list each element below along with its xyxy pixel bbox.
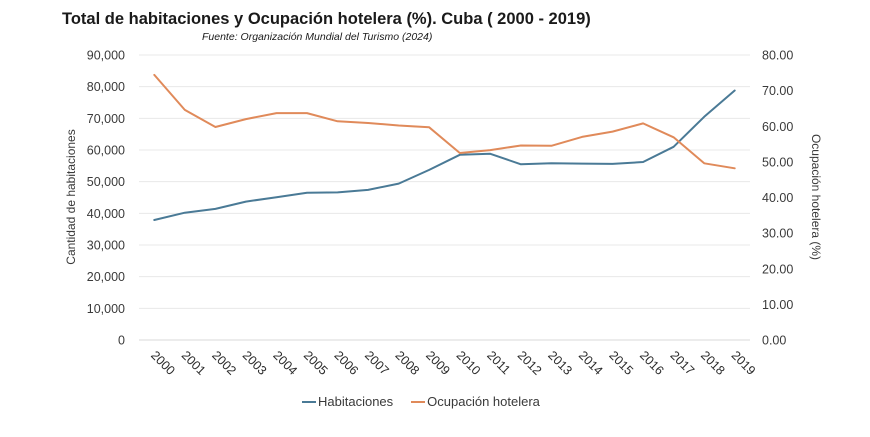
data-point-ocupacion <box>183 108 187 112</box>
data-point-habitaciones <box>152 218 156 222</box>
x-tick-label: 2019 <box>729 348 759 378</box>
data-point-ocupacion <box>397 124 401 128</box>
x-tick-label: 2018 <box>698 348 728 378</box>
x-tick-label: 2003 <box>240 348 270 378</box>
y-left-tick-label: 70,000 <box>87 112 125 126</box>
x-tick-label: 2000 <box>148 348 178 378</box>
series-line-habitaciones <box>153 89 736 221</box>
data-point-ocupacion <box>702 161 706 165</box>
y-axis-right-title: Ocupación hotelera (%) <box>809 134 823 260</box>
x-tick-label: 2004 <box>270 348 300 378</box>
y-left-tick-label: 30,000 <box>87 239 125 253</box>
data-point-habitaciones <box>641 160 645 164</box>
data-point-ocupacion <box>152 73 156 77</box>
data-point-habitaciones <box>213 207 217 211</box>
x-tick-label: 2001 <box>179 348 209 378</box>
data-point-ocupacion <box>733 166 737 170</box>
x-tick-label: 2011 <box>484 348 513 377</box>
data-point-habitaciones <box>366 188 370 192</box>
x-tick-label: 2014 <box>576 348 606 378</box>
data-point-habitaciones <box>488 152 492 156</box>
y-axis-left-ticks: 0 10,000 20,000 30,000 40,000 50,000 60,000 70,… <box>87 49 125 348</box>
y-left-tick-label: 60,000 <box>87 144 125 158</box>
y-left-tick-label: 0 <box>118 334 125 348</box>
data-point-ocupacion <box>488 148 492 152</box>
data-point-habitaciones <box>336 190 340 194</box>
series-lines <box>152 73 737 222</box>
data-point-habitaciones <box>519 162 523 166</box>
y-left-tick-label: 40,000 <box>87 207 125 221</box>
y-right-tick-label: 50.00 <box>762 155 793 169</box>
y-right-tick-label: 20.00 <box>762 262 793 276</box>
x-tick-label: 2007 <box>362 348 392 378</box>
x-tick-label: 2016 <box>637 348 667 378</box>
data-point-ocupacion <box>672 135 676 139</box>
y-right-tick-label: 30.00 <box>762 227 793 241</box>
gridlines <box>139 54 750 341</box>
data-point-habitaciones <box>611 162 615 166</box>
legend-label-ocupacion: Ocupación hotelera <box>427 394 540 409</box>
data-point-ocupacion <box>244 117 248 121</box>
legend: Habitaciones Ocupación hotelera <box>302 394 558 409</box>
x-tick-label: 2006 <box>331 348 361 378</box>
data-point-ocupacion <box>580 135 584 139</box>
data-point-habitaciones <box>397 182 401 186</box>
data-point-habitaciones <box>733 88 737 92</box>
data-point-ocupacion <box>519 143 523 147</box>
data-point-ocupacion <box>274 111 278 115</box>
x-tick-label: 2002 <box>209 348 239 378</box>
data-point-habitaciones <box>305 191 309 195</box>
y-left-tick-label: 90,000 <box>87 49 125 63</box>
y-right-tick-label: 10.00 <box>762 298 793 312</box>
y-axis-left-title: Cantidad de habitaciones <box>64 129 78 264</box>
x-tick-label: 2015 <box>606 348 636 378</box>
data-point-ocupacion <box>305 111 309 115</box>
y-right-tick-label: 70.00 <box>762 84 793 98</box>
x-tick-label: 2012 <box>515 348 545 378</box>
data-point-habitaciones <box>427 168 431 172</box>
data-point-ocupacion <box>366 121 370 125</box>
data-point-habitaciones <box>702 115 706 119</box>
data-point-ocupacion <box>336 119 340 123</box>
y-left-tick-label: 80,000 <box>87 80 125 94</box>
chart-subtitle: Fuente: Organización Mundial del Turismo… <box>202 31 433 43</box>
data-point-ocupacion <box>549 144 553 148</box>
y-right-tick-label: 80.00 <box>762 49 793 63</box>
data-point-ocupacion <box>611 130 615 134</box>
data-point-habitaciones <box>672 145 676 149</box>
data-point-ocupacion <box>427 125 431 129</box>
data-point-habitaciones <box>549 161 553 165</box>
data-point-habitaciones <box>244 200 248 204</box>
legend-swatch-ocupacion <box>411 400 426 403</box>
y-right-tick-label: 40.00 <box>762 191 793 205</box>
y-left-tick-label: 50,000 <box>87 175 125 189</box>
y-left-tick-label: 10,000 <box>87 302 125 316</box>
legend-item-habitaciones[interactable]: Habitaciones <box>302 394 393 409</box>
legend-swatch-habitaciones <box>302 400 316 403</box>
y-right-tick-label: 0.00 <box>762 334 786 348</box>
x-tick-label: 2013 <box>545 348 575 378</box>
chart-title: Total de habitaciones y Ocupación hotele… <box>62 10 591 28</box>
data-point-habitaciones <box>580 162 584 166</box>
data-point-habitaciones <box>183 211 187 215</box>
x-tick-label: 2005 <box>301 348 331 378</box>
y-left-tick-label: 20,000 <box>87 270 125 284</box>
x-axis-ticks: 2000 2001 2002 2003 2004 2005 2006 2007 2008 2009… <box>148 348 758 378</box>
data-point-ocupacion <box>641 121 645 125</box>
data-point-habitaciones <box>274 195 278 199</box>
series-line-ocupacion <box>153 73 736 170</box>
x-tick-label: 2010 <box>454 348 484 378</box>
legend-label-habitaciones: Habitaciones <box>318 394 394 409</box>
x-tick-label: 2017 <box>668 348 698 378</box>
y-right-tick-label: 60.00 <box>762 120 793 134</box>
x-tick-label: 2009 <box>423 348 453 378</box>
data-point-ocupacion <box>458 151 462 155</box>
y-axis-right-ticks: 0.00 10.00 20.00 30.00 40.00 50.00 60.00 70.00 8… <box>762 49 793 348</box>
data-point-ocupacion <box>213 125 217 129</box>
legend-item-ocupacion[interactable]: Ocupación hotelera <box>411 394 540 409</box>
x-tick-label: 2008 <box>393 348 423 378</box>
